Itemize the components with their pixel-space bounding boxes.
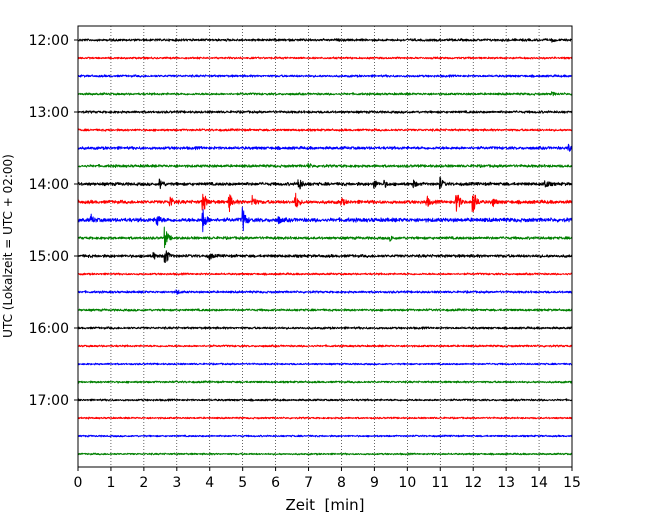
trace-line xyxy=(77,206,573,233)
x-tick-label: 8 xyxy=(337,475,346,491)
trace-line xyxy=(77,38,573,43)
y-tick-label: 17:00 xyxy=(29,393,69,409)
x-tick-label: 15 xyxy=(563,475,581,491)
trace-line xyxy=(77,74,573,78)
x-tick-label: 3 xyxy=(172,475,181,491)
y-tick-label: 16:00 xyxy=(29,321,69,337)
x-tick-label: 10 xyxy=(398,475,416,491)
x-tick-label: 6 xyxy=(271,475,280,491)
y-tick-label: 14:00 xyxy=(29,177,69,193)
x-tick-label: 4 xyxy=(205,475,214,491)
trace-line xyxy=(77,416,573,420)
trace-line xyxy=(77,398,573,402)
trace-line xyxy=(77,452,573,456)
trace-line xyxy=(77,192,573,213)
y-tick-label: 15:00 xyxy=(29,249,69,265)
x-tick-label: 14 xyxy=(530,475,548,491)
plot-frame xyxy=(77,25,573,468)
trace-line xyxy=(77,362,573,366)
trace-line xyxy=(77,308,573,312)
trace-line xyxy=(77,380,573,384)
x-tick-label: 7 xyxy=(304,475,313,491)
trace-line xyxy=(77,289,573,295)
x-tick-label: 5 xyxy=(238,475,247,491)
trace-line xyxy=(77,56,573,60)
trace-line xyxy=(77,434,573,438)
trace-line xyxy=(77,91,573,97)
trace-line xyxy=(77,250,573,263)
trace-line xyxy=(77,272,573,276)
x-axis-title: Zeit [min] xyxy=(285,496,364,514)
y-tick-label: 12:00 xyxy=(29,33,69,49)
x-tick-label: 1 xyxy=(106,475,115,491)
y-axis-ticks: 12:00 13:00 14:00 15:00 16:00 17:00 xyxy=(29,33,78,409)
y-tick-label: 13:00 xyxy=(29,105,69,121)
x-tick-label: 11 xyxy=(431,475,449,491)
seismogram-traces xyxy=(77,38,573,456)
trace-line xyxy=(77,162,573,169)
x-tick-label: 12 xyxy=(464,475,482,491)
y-axis-title: UTC (Lokalzeit = UTC + 02:00) xyxy=(1,154,15,338)
trace-line xyxy=(77,326,573,330)
x-tick-label: 0 xyxy=(74,475,83,491)
trace-line xyxy=(77,226,573,249)
x-tick-label: 2 xyxy=(139,475,148,491)
x-axis-ticks: 0 1 2 3 4 5 6 7 8 9 10 11 12 13 14 15 xyxy=(74,467,581,491)
trace-line xyxy=(77,110,573,114)
x-tick-label: 13 xyxy=(497,475,515,491)
trace-line xyxy=(77,128,573,132)
trace-line xyxy=(77,176,573,190)
x-tick-label: 9 xyxy=(370,475,379,491)
trace-line xyxy=(77,143,573,152)
trace-line xyxy=(77,344,573,348)
